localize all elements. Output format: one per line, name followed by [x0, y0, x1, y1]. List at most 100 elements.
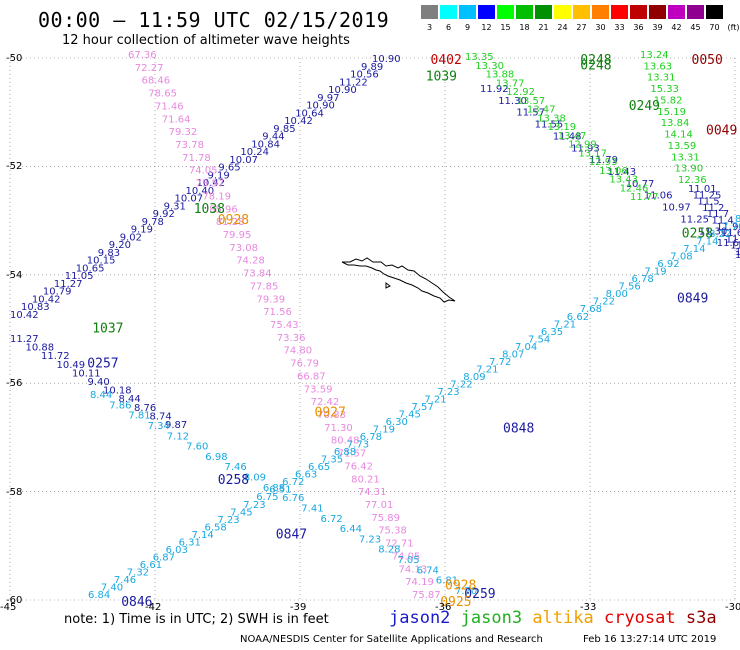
swh-label: 11.6 [721, 228, 740, 239]
legend-label: 3 [426, 23, 433, 32]
pass-number: 0257 [87, 357, 118, 372]
pass-number: 1038 [194, 202, 225, 217]
swh-label: 10.15 [87, 256, 116, 267]
swh-label: 73.08 [229, 243, 258, 254]
pass-number: 1037 [92, 321, 123, 336]
swh-label: 73.84 [243, 269, 272, 280]
swh-label: 6.65 [308, 462, 330, 473]
swh-label: 9.19 [131, 225, 153, 236]
swh-label: 8.36 [735, 214, 740, 225]
swh-label: 10.90 [306, 101, 335, 112]
swh-label: 11.30 [498, 96, 527, 107]
pass-number: 0928 [445, 579, 476, 594]
lat-label: -58 [6, 486, 23, 498]
swh-label: 9.87 [165, 420, 187, 431]
swh-label: 12.46 [620, 183, 649, 194]
swh-label: 6.81 [436, 576, 458, 587]
swh-label: 7.22 [450, 379, 472, 390]
swh-label: 8.28 [378, 545, 400, 556]
swh-label: 10.90 [328, 85, 357, 96]
swh-label: 13.47 [558, 131, 587, 142]
swh-label: 9.65 [218, 163, 240, 174]
pass-number: 0258 [218, 473, 249, 488]
track-labels: 10.4210.8310.4210.7911.2711.0510.6510.15… [10, 50, 740, 601]
legend-label: 15 [500, 23, 511, 32]
swh-label: 7.57 [412, 402, 434, 413]
swh-label: 6.88 [263, 483, 285, 494]
swh-label: 13.31 [647, 73, 676, 84]
swh-label: 76.79 [290, 359, 319, 370]
legend-label: 18 [519, 23, 530, 32]
pass-number: 0248 [580, 58, 611, 73]
swh-label: 11.01 [688, 184, 717, 195]
pass-number: 1039 [426, 69, 457, 84]
swh-label: 7.23 [437, 387, 459, 398]
pass-number: 0402 [431, 53, 462, 68]
swh-label: 11.2 [702, 203, 724, 214]
swh-label: 10.24 [240, 147, 269, 158]
swh-label: 10.56 [350, 70, 379, 81]
swh-label: 7.23 [359, 534, 381, 545]
swh-label: 68.46 [142, 76, 171, 87]
legend-label: 45 [690, 23, 701, 32]
swh-label: 6.61 [140, 560, 162, 571]
swh-label: 66.87 [297, 371, 326, 382]
legend-swatch [687, 5, 704, 19]
swh-label: 7.86 [109, 400, 131, 411]
legend-swatch [497, 5, 514, 19]
pass-labels: 0402103902480248024900500049103809280258… [87, 53, 737, 610]
swh-label: 13.59 [668, 141, 697, 152]
swh-label: 11.79 [589, 155, 618, 166]
swh-label: 10.84 [251, 139, 280, 150]
swh-label: 77.85 [250, 281, 279, 292]
swh-label: 76.42 [344, 461, 373, 472]
swh-label: 80.48 [331, 436, 360, 447]
swh-label: 9.02 [120, 232, 142, 243]
legend-swatch [592, 5, 609, 19]
swh-label: 74.19 [405, 577, 434, 588]
swh-label: 7.21 [476, 364, 498, 375]
swh-label: 71.78 [182, 153, 211, 164]
swh-label: 71.46 [155, 101, 184, 112]
swh-label: 73.57 [196, 179, 225, 190]
swh-label: 8.44 [90, 390, 112, 401]
swh-label: 75.43 [270, 320, 299, 331]
legend-swatch [535, 5, 552, 19]
swh-label: 7.41 [301, 504, 323, 515]
swh-label: 7.04 [515, 342, 537, 353]
satellite-name: altika [532, 608, 604, 628]
swh-label: 7.45 [230, 507, 252, 518]
swh-label: 10.42 [32, 295, 61, 306]
swh-label: 13.57 [517, 96, 546, 107]
swh-label: 10.11 [72, 368, 101, 379]
footnote: note: 1) Time is in UTC; 2) SWH is in fe… [64, 612, 329, 627]
pass-number: 0259 [464, 587, 495, 602]
swh-label: 11.8 [730, 241, 740, 252]
swh-label: 7.23 [217, 515, 239, 526]
satellite-name: s3a [685, 608, 717, 628]
swh-label: 9.83 [98, 248, 120, 259]
swh-label: 13.30 [475, 61, 504, 72]
legend-swatch [649, 5, 666, 19]
swh-label: 7.54 [528, 334, 550, 345]
swh-label: 6.75 [256, 492, 278, 503]
swh-label: 10.18 [103, 386, 132, 397]
swh-label: 13.35 [465, 52, 494, 63]
swh-label: 74.31 [358, 487, 387, 498]
swh-label: 74.80 [284, 346, 313, 357]
legend-swatch [554, 5, 571, 19]
swh-label: 11.77 [630, 192, 659, 203]
legend-swatch [611, 5, 628, 19]
swh-label: 6.78 [360, 432, 382, 443]
swh-label: 78.65 [148, 89, 177, 100]
legend-label: (ft) [727, 23, 740, 32]
swh-label: 7.45 [399, 410, 421, 421]
swh-label: 10.40 [186, 186, 215, 197]
swh-label: 6.62 [567, 312, 589, 323]
swh-label: 13.63 [644, 61, 673, 72]
swh-label: 71.57 [338, 449, 367, 460]
swh-label: 73.78 [175, 140, 204, 151]
pass-number: 0249 [629, 99, 660, 114]
swh-label: 72.42 [311, 397, 340, 408]
